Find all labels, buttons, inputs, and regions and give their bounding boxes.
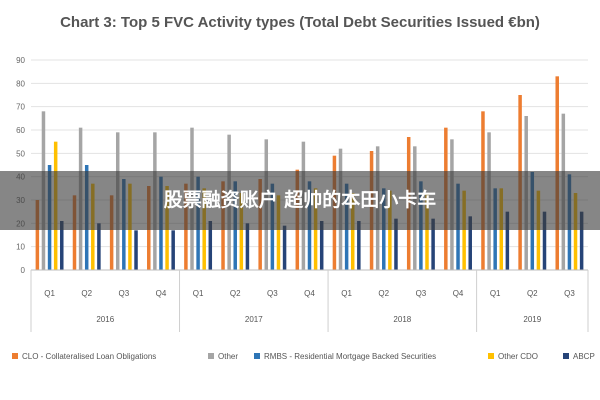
bar-other xyxy=(276,195,281,270)
x-tick-label: Q2 xyxy=(527,289,538,298)
bar-abcp xyxy=(357,221,361,270)
bar-other xyxy=(350,193,355,270)
legend-label: RMBS - Residential Mortgage Backed Secur… xyxy=(264,352,436,361)
bar-abcp xyxy=(171,230,175,270)
bar-abcp xyxy=(60,221,64,270)
legend-swatch xyxy=(488,353,494,359)
bar-clo xyxy=(35,200,40,270)
legend-swatch xyxy=(208,353,214,359)
x-tick-label: Q3 xyxy=(416,289,427,298)
x-tick-label: Q1 xyxy=(490,289,501,298)
chart-title: Chart 3: Top 5 FVC Activity types (Total… xyxy=(60,14,540,31)
y-tick-label: 0 xyxy=(21,266,26,275)
bar-abcp xyxy=(394,218,398,270)
x-tick-label: Q1 xyxy=(341,289,352,298)
x-tick-label: Q4 xyxy=(453,289,464,298)
legend-label: Other xyxy=(218,352,238,361)
legend-swatch xyxy=(254,353,260,359)
bar-other xyxy=(388,190,392,270)
bar-clo xyxy=(109,195,114,270)
x-group-label: 2017 xyxy=(245,315,263,324)
bar-abcp xyxy=(579,211,584,270)
x-tick-label: Q3 xyxy=(267,289,278,298)
y-tick-label: 10 xyxy=(16,243,25,252)
bar-other xyxy=(573,193,578,270)
x-tick-label: Q1 xyxy=(193,289,204,298)
legend-swatch xyxy=(12,353,18,359)
bar-abcp xyxy=(431,218,435,270)
bar-abcp xyxy=(97,223,101,270)
y-tick-label: 70 xyxy=(16,103,25,112)
bar-abcp xyxy=(208,221,213,270)
legend-label: ABCP xyxy=(573,352,595,361)
x-group-label: 2018 xyxy=(393,315,411,324)
legend-swatch xyxy=(563,353,569,359)
x-group-label: 2016 xyxy=(96,315,114,324)
legend-label: CLO - Collateralised Loan Obligations xyxy=(22,352,156,361)
bar-other xyxy=(536,190,541,270)
bar-abcp xyxy=(282,225,287,270)
x-tick-label: Q3 xyxy=(564,289,575,298)
bar-clo xyxy=(72,195,77,270)
x-tick-label: Q4 xyxy=(304,289,315,298)
x-tick-label: Q2 xyxy=(378,289,389,298)
x-tick-label: Q2 xyxy=(81,289,92,298)
y-tick-label: 80 xyxy=(16,79,25,88)
bar-abcp xyxy=(505,211,510,270)
bar-abcp xyxy=(245,223,250,270)
y-tick-label: 50 xyxy=(16,149,25,158)
x-tick-label: Q1 xyxy=(44,289,55,298)
bar-abcp xyxy=(319,221,324,270)
legend-label: Other CDO xyxy=(498,352,538,361)
watermark-banner: 股票融资账户 超帅的本田小卡车 xyxy=(0,171,600,230)
bar-abcp xyxy=(542,211,547,270)
y-tick-label: 90 xyxy=(16,56,25,65)
x-tick-label: Q2 xyxy=(230,289,241,298)
bar-other xyxy=(462,190,466,270)
bar-other xyxy=(425,193,429,270)
x-group-label: 2019 xyxy=(523,315,541,324)
bar-abcp xyxy=(468,216,472,270)
x-tick-label: Q4 xyxy=(156,289,167,298)
y-tick-label: 60 xyxy=(16,126,25,135)
bar-other xyxy=(239,193,244,270)
bar-abcp xyxy=(134,230,138,270)
x-tick-label: Q3 xyxy=(118,289,129,298)
